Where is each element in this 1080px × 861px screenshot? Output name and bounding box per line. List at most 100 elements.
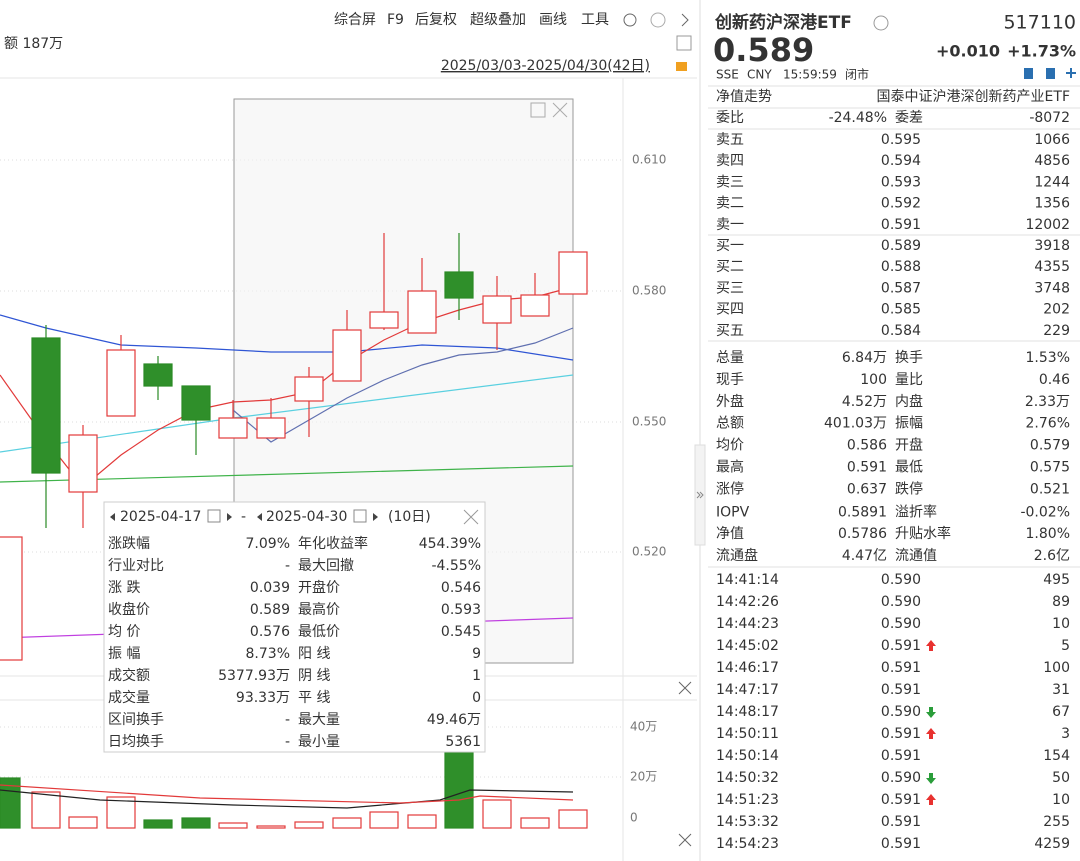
- collapse-arrow[interactable]: [696, 491, 704, 499]
- stat-label: 开盘: [895, 437, 923, 454]
- date-range[interactable]: 2025/03/03-2025/04/30(42日): [441, 58, 650, 74]
- book-volume: 4856: [1034, 153, 1070, 169]
- book-label: 买四: [716, 302, 744, 318]
- popup-label: 最高价: [298, 601, 340, 618]
- date-steppers[interactable]: [110, 513, 378, 521]
- toolbar-item[interactable]: 超级叠加: [470, 12, 526, 28]
- popup-label: 均 价: [108, 624, 140, 640]
- stat-value: 4.52万: [842, 394, 887, 410]
- info-icon[interactable]: [873, 15, 889, 31]
- popup-label: 行业对比: [108, 558, 164, 574]
- popup-label: 成交额: [108, 667, 150, 684]
- toolbar-item[interactable]: 综合屏: [334, 12, 376, 28]
- trade-time: 14:51:23: [716, 792, 779, 808]
- trade-price: 0.590: [881, 594, 921, 610]
- calendar-icon[interactable]: [207, 509, 221, 523]
- book-label: 卖三: [716, 174, 744, 190]
- popup-label: 平 线: [298, 690, 330, 706]
- trade-time: 14:41:14: [716, 572, 779, 588]
- stat-label: 最高: [716, 459, 744, 476]
- popup-label: 最大回撤: [298, 558, 354, 574]
- order-ratio-label: 委比: [716, 110, 744, 126]
- book-volume: 4355: [1034, 259, 1070, 275]
- trade-price: 0.591: [881, 660, 921, 676]
- stat-label: 净值: [716, 526, 744, 542]
- popup-value: 454.39%: [419, 536, 481, 552]
- popup-label: 最低价: [298, 624, 340, 640]
- maximize-icon[interactable]: [530, 102, 546, 118]
- popup-label: 成交量: [108, 689, 150, 706]
- popup-value: 5361: [445, 734, 481, 750]
- popup-label: 涨 跌: [108, 580, 140, 596]
- stat-value: 0.586: [847, 438, 887, 454]
- popup-value: 0.576: [250, 624, 290, 640]
- popup-value: -: [285, 712, 290, 728]
- book-label: 卖一: [716, 217, 744, 233]
- settings-icon[interactable]: [623, 13, 637, 27]
- trade-time: 14:54:23: [716, 836, 779, 852]
- stat-value: 0.521: [1030, 481, 1070, 497]
- trade-arrow: [926, 728, 936, 739]
- book-price: 0.588: [881, 259, 921, 275]
- close-icon[interactable]: [678, 681, 692, 695]
- stat-label: 涨停: [716, 480, 744, 497]
- popup-label: 开盘价: [298, 579, 340, 596]
- book-price: 0.587: [881, 280, 921, 296]
- help-icon[interactable]: [650, 12, 666, 28]
- price-tick-label: 0.550: [632, 415, 666, 429]
- toolbar-item[interactable]: 画线: [539, 12, 567, 28]
- book-volume: 229: [1043, 323, 1070, 339]
- close-icon[interactable]: [552, 102, 568, 118]
- calendar-icon[interactable]: [353, 509, 367, 523]
- nav-label[interactable]: 净值走势: [716, 89, 772, 105]
- stat-value: 0.579: [1030, 438, 1070, 454]
- trade-price: 0.591: [881, 836, 921, 852]
- range-separator: -: [241, 509, 246, 525]
- trade-time: 14:50:11: [716, 726, 779, 742]
- stat-value: 0.637: [847, 481, 887, 497]
- toolbar-item[interactable]: 工具: [581, 12, 609, 28]
- close-icon[interactable]: [678, 833, 692, 847]
- expand-icon[interactable]: [681, 13, 689, 27]
- add-icon[interactable]: [1066, 68, 1076, 78]
- popup-value: 9: [472, 646, 481, 662]
- popup-close[interactable]: [463, 509, 479, 525]
- trade-price: 0.591: [881, 748, 921, 764]
- popup-label: 阳 线: [298, 646, 330, 662]
- book-volume: 1356: [1034, 196, 1070, 212]
- popup-value: 0.545: [441, 624, 481, 640]
- stat-label: 均价: [716, 438, 744, 454]
- popup-label: 收盘价: [108, 601, 150, 618]
- stat-label: 振幅: [895, 416, 923, 432]
- trade-price: 0.591: [881, 682, 921, 698]
- candles: [0, 233, 588, 661]
- toolbar-item[interactable]: F9: [387, 12, 404, 28]
- book-label: 卖四: [716, 153, 744, 169]
- trade-time: 14:42:26: [716, 594, 779, 610]
- wp-icon[interactable]: [676, 35, 692, 51]
- security-code: 517110: [1003, 12, 1076, 34]
- popup-value: 1: [472, 668, 481, 684]
- book-volume: 12002: [1025, 217, 1070, 233]
- book-volume: 3748: [1034, 280, 1070, 296]
- trade-time: 14:48:17: [716, 704, 779, 720]
- edit-icon[interactable]: [1024, 68, 1033, 79]
- trade-arrow: [926, 707, 936, 718]
- note-icon[interactable]: [1046, 68, 1055, 79]
- stat-label: 换手: [895, 349, 923, 366]
- lock-icon[interactable]: [676, 62, 687, 71]
- book-label: 卖二: [716, 196, 744, 212]
- stat-label: 现手: [716, 372, 744, 388]
- trade-volume: 50: [1052, 770, 1070, 786]
- book-price: 0.589: [881, 238, 921, 254]
- price-tick-label: 0.580: [632, 284, 666, 298]
- stat-label: 流通值: [895, 548, 937, 564]
- price-tick-label: 0.520: [632, 545, 666, 559]
- left-label: 额 187万: [4, 36, 63, 52]
- toolbar-item[interactable]: 后复权: [415, 11, 457, 28]
- currency: CNY: [747, 68, 772, 82]
- book-volume: 1244: [1034, 174, 1070, 190]
- book-label: 买三: [716, 280, 744, 296]
- trade-time: 14:50:32: [716, 770, 779, 786]
